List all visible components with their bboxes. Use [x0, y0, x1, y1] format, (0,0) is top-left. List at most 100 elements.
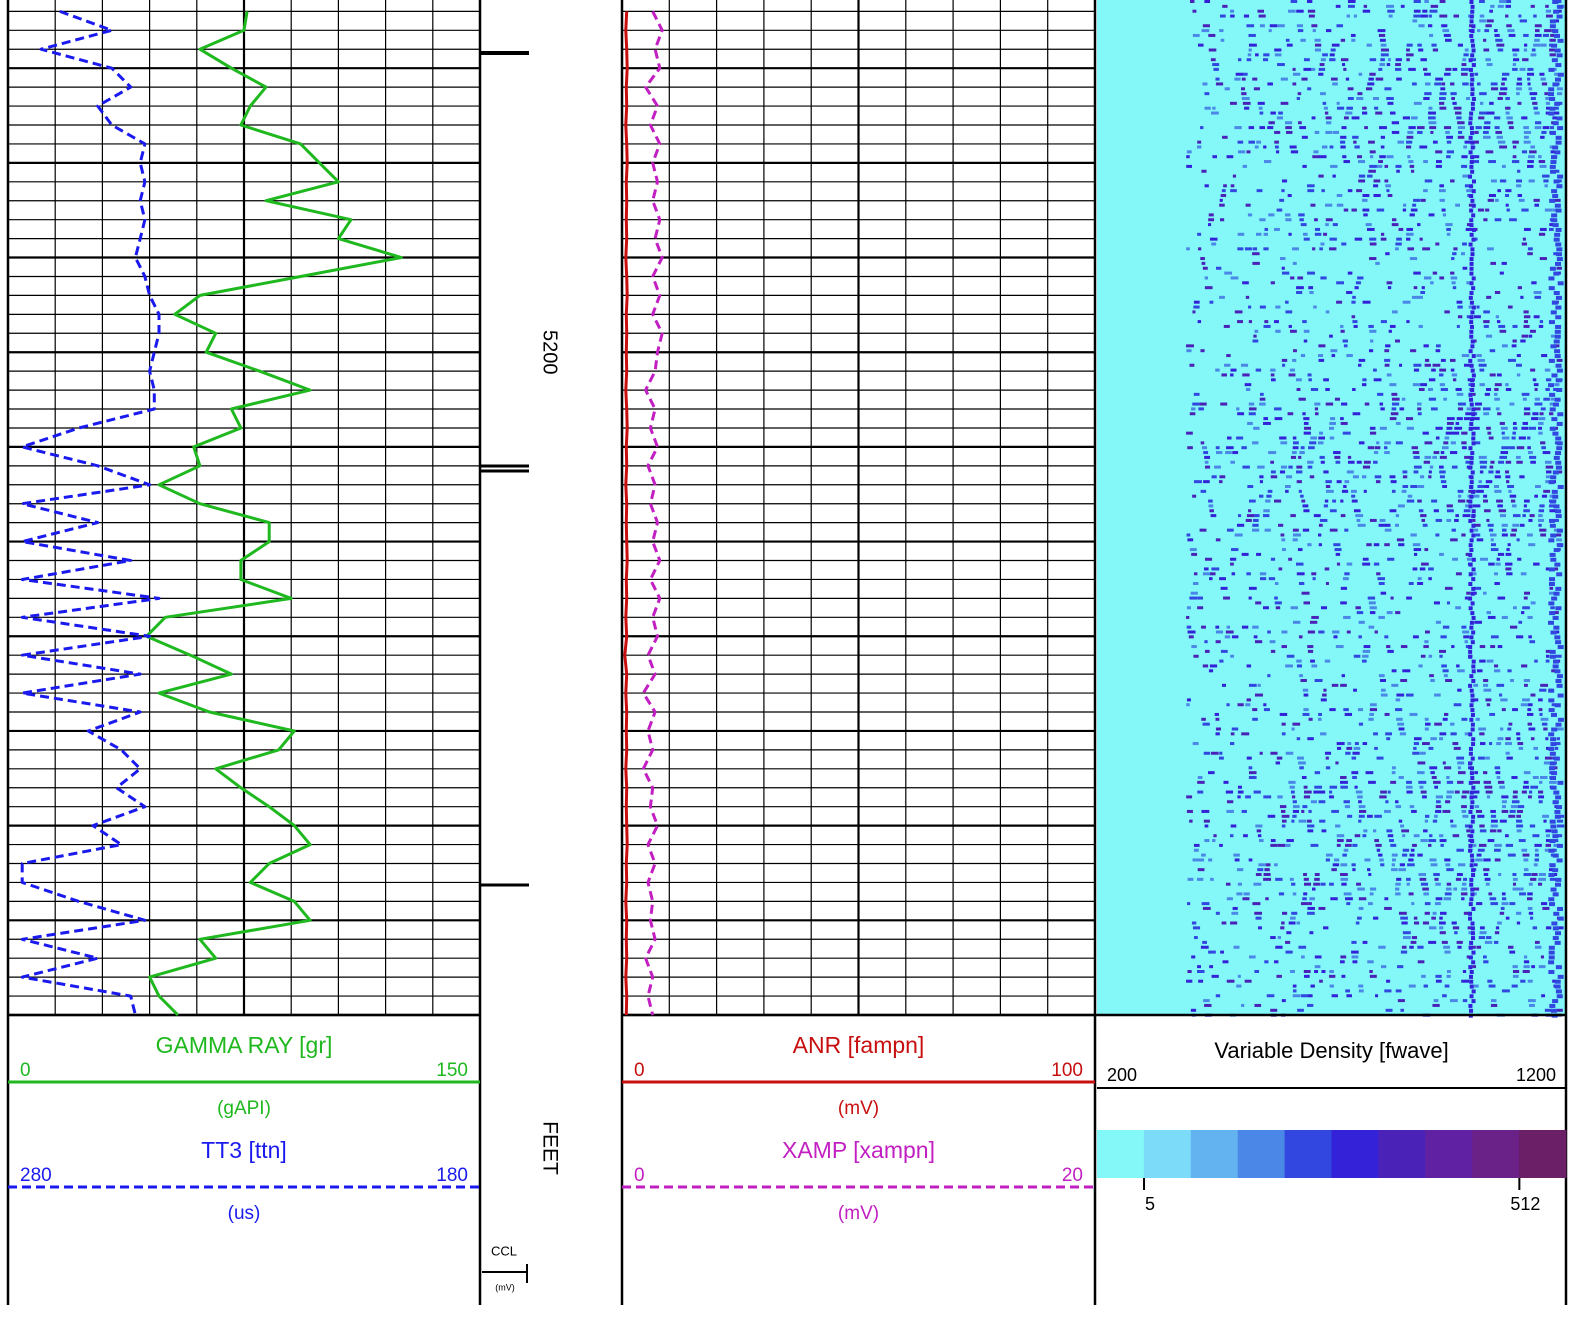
waveform-stroke [1254, 329, 1259, 333]
waveform-stroke [1307, 1003, 1314, 1007]
waveform-stroke [1352, 295, 1356, 299]
waveform-stroke [1429, 465, 1434, 469]
waveform-stroke [1197, 970, 1205, 973]
waveform-stroke [1254, 1003, 1262, 1007]
waveform-stroke [1511, 528, 1517, 532]
waveform-stroke [1410, 485, 1418, 488]
waveform-stroke [1466, 407, 1472, 411]
waveform-stroke [1211, 974, 1219, 978]
waveform-stroke [1529, 790, 1533, 794]
waveform-stroke [1552, 121, 1559, 126]
waveform-stroke [1554, 397, 1561, 402]
waveform-stroke [1521, 116, 1528, 120]
waveform-stroke [1516, 819, 1523, 823]
waveform-stroke [1356, 97, 1364, 100]
waveform-stroke [1288, 232, 1292, 236]
waveform-stroke [1442, 625, 1450, 629]
waveform-stroke [1402, 470, 1408, 474]
waveform-stroke [1469, 538, 1474, 543]
waveform-stroke [1320, 882, 1326, 886]
waveform-stroke [1237, 232, 1245, 236]
waveform-stroke [1230, 562, 1234, 566]
waveform-stroke [1486, 518, 1490, 522]
waveform-stroke [1470, 601, 1475, 606]
waveform-stroke [1468, 174, 1473, 179]
waveform-stroke [1552, 67, 1557, 71]
waveform-stroke [1552, 936, 1559, 941]
waveform-stroke [1428, 577, 1432, 581]
waveform-stroke [1340, 780, 1348, 784]
waveform-stroke [1468, 945, 1473, 950]
waveform-stroke [1505, 834, 1509, 838]
waveform-stroke [1351, 489, 1357, 493]
waveform-stroke [1225, 882, 1231, 886]
scale-min: 0 [634, 1060, 645, 1081]
waveform-stroke [1331, 868, 1337, 872]
waveform-stroke [1385, 732, 1393, 736]
waveform-stroke [1423, 829, 1428, 833]
waveform-stroke [1193, 480, 1202, 484]
waveform-stroke [1354, 237, 1363, 241]
waveform-stroke [1422, 523, 1428, 527]
waveform-stroke [1550, 742, 1557, 747]
waveform-stroke [1344, 805, 1351, 809]
waveform-stroke [1470, 310, 1475, 315]
waveform-stroke [1369, 237, 1377, 241]
waveform-stroke [1220, 586, 1228, 590]
waveform-stroke [1543, 727, 1548, 731]
waveform-stroke [1450, 368, 1455, 372]
waveform-stroke [1291, 882, 1296, 886]
waveform-stroke [1471, 868, 1476, 873]
waveform-stroke [1506, 116, 1513, 120]
waveform-stroke [1468, 824, 1473, 829]
waveform-stroke [1303, 693, 1309, 697]
waveform-stroke [1281, 538, 1286, 542]
waveform-stroke [1254, 970, 1260, 973]
waveform-stroke [1468, 572, 1477, 576]
waveform-stroke [1489, 742, 1493, 746]
waveform-stroke [1340, 955, 1347, 959]
waveform-stroke [1399, 863, 1405, 867]
waveform-stroke [1442, 809, 1451, 813]
waveform-stroke [1450, 441, 1456, 445]
waveform-stroke [1298, 761, 1306, 765]
waveform-stroke [1341, 242, 1347, 246]
waveform-stroke [1549, 766, 1556, 771]
waveform-stroke [1508, 126, 1514, 130]
waveform-stroke [1517, 557, 1522, 561]
waveform-stroke [1325, 582, 1329, 585]
waveform-stroke [1245, 203, 1251, 207]
waveform-stroke [1465, 412, 1472, 416]
waveform-stroke [1369, 426, 1376, 430]
waveform-stroke [1505, 388, 1512, 391]
waveform-stroke [1534, 388, 1538, 391]
waveform-stroke [1246, 572, 1251, 576]
waveform-stroke [1512, 53, 1518, 57]
waveform-stroke [1280, 441, 1288, 445]
waveform-stroke [1500, 727, 1504, 731]
waveform-stroke [1549, 97, 1556, 101]
waveform-stroke [1318, 523, 1323, 527]
waveform-stroke [1189, 363, 1195, 367]
waveform-stroke [1358, 441, 1365, 445]
waveform-stroke [1193, 848, 1199, 852]
waveform-stroke [1402, 300, 1411, 304]
waveform-stroke [1454, 426, 1463, 430]
waveform-stroke [1380, 48, 1389, 52]
waveform-stroke [1517, 77, 1522, 81]
waveform-stroke [1483, 499, 1489, 503]
waveform-stroke [1186, 809, 1193, 813]
waveform-stroke [1471, 630, 1476, 635]
waveform-stroke [1226, 354, 1231, 358]
colorbar-tick-label: 5 [1145, 1194, 1155, 1214]
waveform-stroke [1462, 882, 1467, 886]
waveform-stroke [1548, 955, 1555, 960]
waveform-stroke [1516, 179, 1522, 183]
waveform-stroke [1296, 470, 1303, 474]
waveform-stroke [1230, 368, 1237, 372]
waveform-stroke [1314, 412, 1319, 416]
waveform-stroke [1259, 577, 1267, 581]
waveform-stroke [1281, 645, 1287, 649]
waveform-stroke [1486, 111, 1495, 115]
waveform-stroke [1548, 970, 1555, 974]
